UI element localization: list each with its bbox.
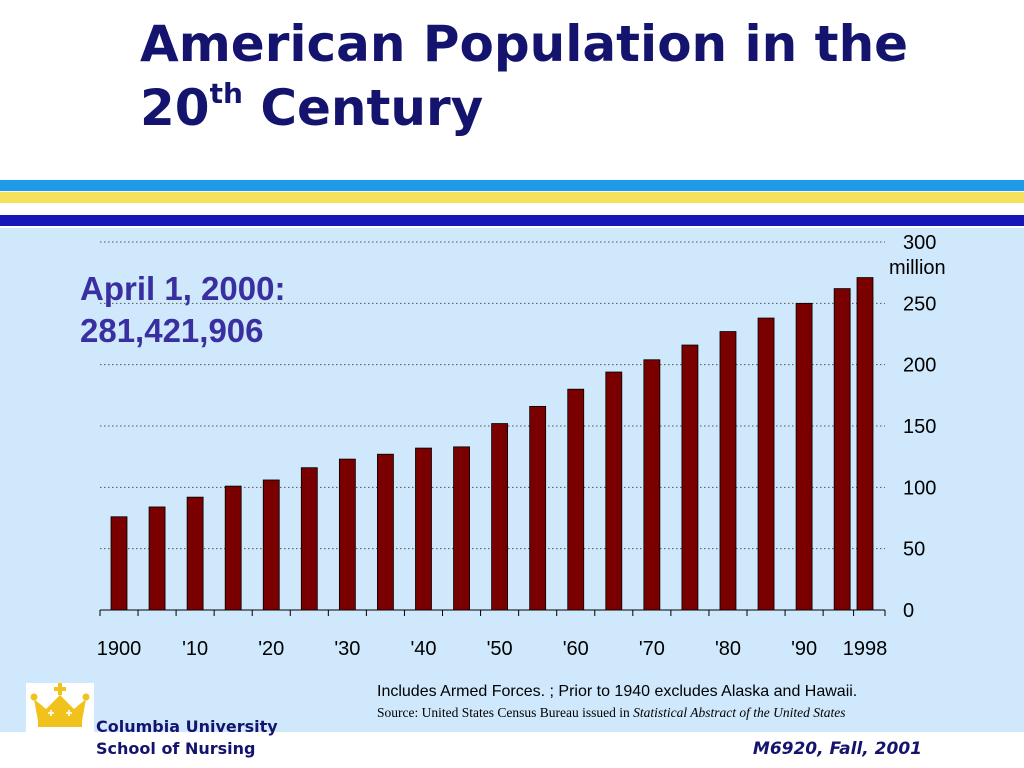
bar — [453, 446, 470, 611]
bar — [338, 458, 356, 611]
x-tick-label: '40 — [410, 638, 436, 660]
note-armed-forces: Includes Armed Forces. ; Prior to 1940 e… — [377, 683, 858, 700]
bar — [262, 479, 280, 611]
footer — [0, 732, 1024, 768]
callout-date: April 1, 2000: — [80, 270, 286, 307]
bar — [491, 423, 509, 611]
bar — [148, 506, 166, 611]
y-unit-label: million — [889, 257, 946, 279]
y-tick-label: 300 — [903, 232, 936, 254]
y-tick-label: 150 — [903, 416, 936, 438]
bar — [681, 344, 699, 611]
stripe-light-blue — [0, 180, 1024, 191]
plot-area — [0, 228, 1024, 732]
stripe-dark-blue — [0, 215, 1024, 226]
bar — [757, 317, 775, 611]
title-superscript: th — [209, 77, 243, 110]
y-tick-label: 100 — [903, 477, 936, 499]
page-title: American Population in the 20th Century — [140, 15, 909, 137]
bar — [643, 359, 661, 611]
stripe-yellow — [0, 192, 1024, 203]
x-tick-label: 1998 — [843, 638, 888, 660]
chart-notes: Includes Armed Forces. ; Prior to 1940 e… — [377, 681, 857, 723]
x-tick-label: 1900 — [97, 638, 142, 660]
bar — [567, 388, 585, 611]
note-source: Source: United States Census Bureau issu… — [377, 705, 846, 720]
bar — [377, 453, 394, 611]
x-tick-label: '10 — [182, 638, 208, 660]
y-tick-label: 250 — [903, 293, 936, 315]
bar — [110, 516, 128, 611]
x-tick-label: '80 — [715, 638, 741, 660]
x-tick-label: '90 — [791, 638, 817, 660]
y-tick-label: 200 — [903, 355, 936, 377]
bar — [224, 485, 242, 611]
bar — [300, 467, 318, 611]
y-tick-label: 0 — [903, 600, 914, 622]
census-callout: April 1, 2000: 281,421,906 — [80, 268, 285, 352]
bar — [719, 331, 737, 611]
organization-name: Columbia University School of Nursing — [96, 717, 278, 758]
bar — [529, 405, 547, 611]
x-tick-label: '20 — [258, 638, 284, 660]
x-tick-label: '60 — [563, 638, 589, 660]
crown-icon — [30, 683, 90, 727]
callout-value: 281,421,906 — [80, 312, 264, 349]
y-tick-label: 50 — [903, 539, 925, 561]
bar — [415, 447, 432, 611]
course-label: M6920, Fall, 2001 — [752, 739, 922, 759]
source-publication: Statistical Abstract of the United State… — [633, 705, 846, 720]
bar — [795, 302, 813, 611]
columbia-logo — [26, 683, 94, 733]
bar — [605, 371, 623, 611]
x-tick-label: '70 — [639, 638, 665, 660]
bar — [833, 288, 851, 611]
bar — [856, 277, 874, 611]
x-tick-label: '30 — [334, 638, 360, 660]
x-tick-label: '50 — [487, 638, 513, 660]
bar — [186, 496, 204, 611]
